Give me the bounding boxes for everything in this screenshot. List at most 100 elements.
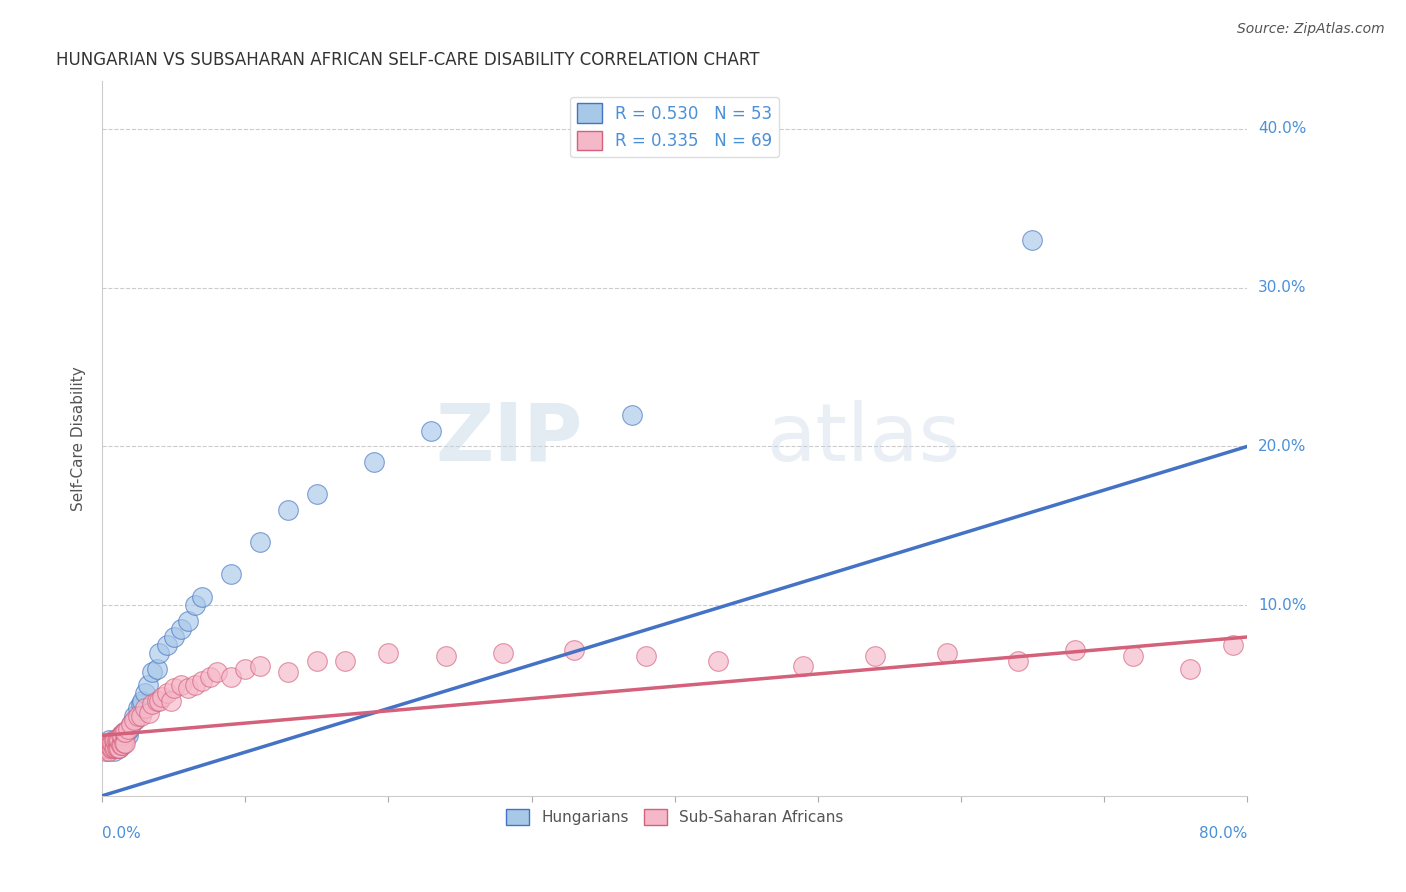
Point [96,741,118,756]
Point [112,736,135,750]
Point [107,741,129,756]
Point [114,728,136,742]
Point [177,614,200,628]
Point [219,566,242,581]
Point [205,665,228,679]
Point [117,722,139,736]
Point [104,741,127,756]
Point [108,741,131,756]
Point [97,744,120,758]
Point [1007,654,1029,668]
Point [138,706,160,721]
Point [107,741,129,756]
Point [160,693,183,707]
Point [219,670,242,684]
Point [120,717,142,731]
Point [124,713,146,727]
Point [134,701,156,715]
Point [111,738,134,752]
Point [101,741,124,756]
Point [129,697,152,711]
Point [136,678,159,692]
Point [101,741,124,756]
Point [170,622,193,636]
Text: ZIP: ZIP [436,400,583,477]
Point [420,424,443,438]
Point [110,738,132,752]
Point [792,658,814,673]
Point [620,408,643,422]
Point [114,736,136,750]
Point [98,738,121,752]
Point [277,665,299,679]
Point [634,648,657,663]
Point [155,638,177,652]
Point [363,455,385,469]
Point [112,725,135,739]
Point [150,690,173,705]
Point [1178,662,1201,676]
Point [148,646,170,660]
Point [112,733,135,747]
Point [305,654,328,668]
Point [305,487,328,501]
Point [104,733,127,747]
Point [96,736,118,750]
Point [191,674,214,689]
Point [111,728,134,742]
Point [118,722,141,736]
Point [100,741,122,756]
Point [163,630,186,644]
Point [564,642,586,657]
Point [115,725,138,739]
Point [277,503,299,517]
Point [104,741,127,756]
Point [177,681,200,695]
Point [105,733,128,747]
Point [335,654,357,668]
Point [249,534,271,549]
Point [191,591,214,605]
Point [1021,233,1043,247]
Text: atlas: atlas [766,400,960,477]
Point [111,738,134,752]
Point [706,654,728,668]
Point [105,741,128,756]
Point [112,725,135,739]
Point [198,670,221,684]
Point [141,665,163,679]
Point [103,738,125,752]
Point [101,736,124,750]
Point [155,685,177,699]
Point [1064,642,1087,657]
Point [122,713,145,727]
Text: Source: ZipAtlas.com: Source: ZipAtlas.com [1237,22,1385,37]
Point [492,646,515,660]
Point [100,741,122,756]
Point [129,709,152,723]
Point [104,733,127,747]
Point [103,744,125,758]
Point [107,733,129,747]
Point [127,709,149,723]
Point [434,648,457,663]
Point [94,744,117,758]
Point [148,693,170,707]
Point [94,741,117,756]
Point [105,733,128,747]
Point [163,681,186,695]
Point [134,685,156,699]
Point [1222,638,1244,652]
Point [249,658,271,673]
Point [131,693,153,707]
Point [184,599,207,613]
Point [103,741,125,756]
Point [127,701,149,715]
Point [233,662,256,676]
Point [110,728,132,742]
Point [107,733,129,747]
Point [108,733,131,747]
Point [101,736,124,750]
Point [141,697,163,711]
Text: 40.0%: 40.0% [1258,121,1306,136]
